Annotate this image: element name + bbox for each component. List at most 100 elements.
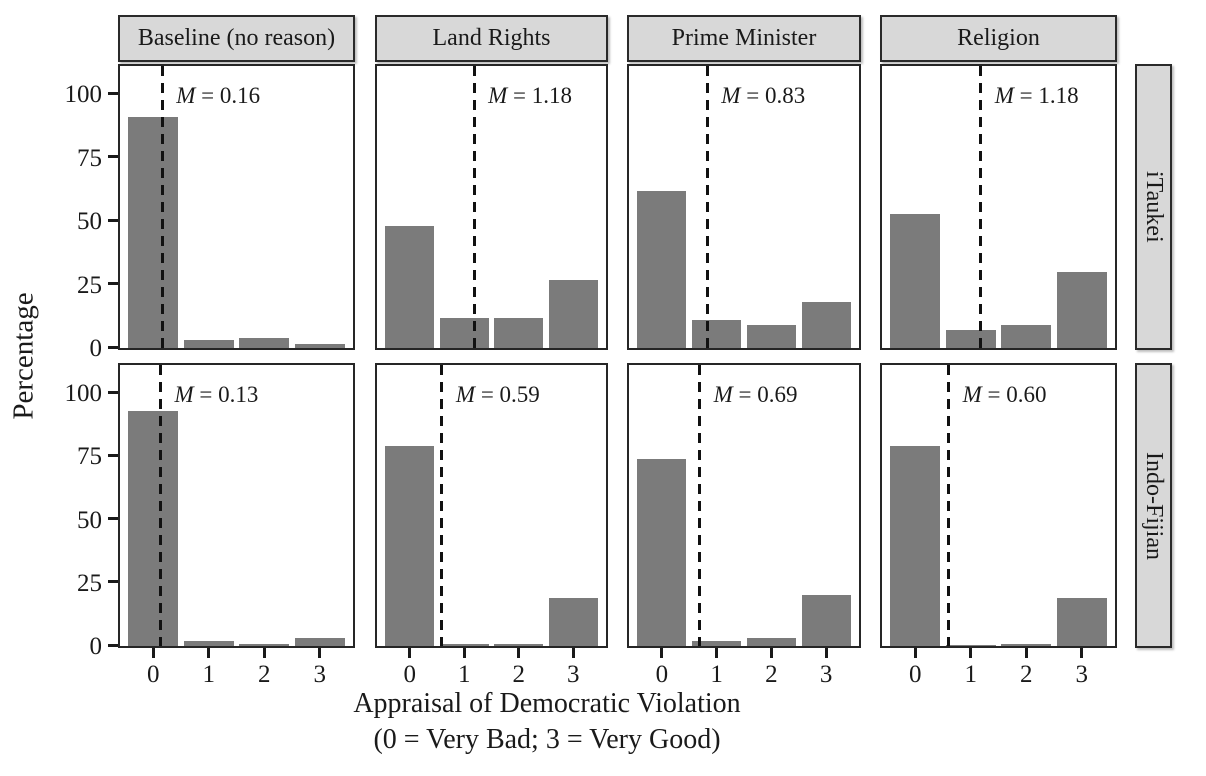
- y-axis-tick-mark: [108, 643, 118, 647]
- bar-category-2: [746, 325, 796, 348]
- x-tick-label: 1: [457, 661, 471, 688]
- bar-category-1: [183, 640, 234, 646]
- bar-category-1: [692, 640, 742, 646]
- x-axis-tick-mark: [408, 648, 412, 658]
- bar-category-2: [494, 317, 544, 348]
- x-axis-tick-mark: [824, 648, 828, 658]
- y-axis-tick-mark: [108, 282, 118, 286]
- bar-category-3: [801, 595, 851, 646]
- bar-category-0: [128, 117, 179, 348]
- bar-category-2: [239, 643, 290, 646]
- x-axis-tick-mark: [517, 648, 521, 658]
- x-axis-tick-mark: [571, 648, 575, 658]
- y-axis-tick-mark: [108, 453, 118, 457]
- x-tick-label: 2: [257, 661, 271, 688]
- facet-column-strip-label: Baseline (no reason): [137, 25, 336, 51]
- y-tick-label: 75: [77, 144, 102, 172]
- x-tick-label: 3: [313, 661, 326, 688]
- x-tick-label: 3: [1075, 661, 1088, 688]
- bar-category-1: [183, 340, 234, 348]
- mean-dashed-line: [472, 66, 476, 348]
- bar-category-2: [1001, 643, 1052, 646]
- mean-symbol: M: [713, 382, 733, 407]
- x-axis-tick-mark: [660, 648, 664, 658]
- x-tick-label: 0: [909, 661, 922, 688]
- bar-category-2: [1001, 325, 1052, 348]
- x-axis-tick-mark: [151, 648, 155, 658]
- y-tick-label: 25: [77, 271, 102, 299]
- mean-dashed-line: [979, 66, 983, 348]
- x-axis-title-line2: (0 = Very Bad; 3 = Very Good): [373, 724, 721, 755]
- x-tick-label: 1: [964, 661, 978, 688]
- facet-column-strip-baseline-no-reason: Baseline (no reason): [118, 15, 355, 62]
- panel-itaukei-baseline-no-reason: M = 0.16: [118, 64, 355, 350]
- x-axis-tick-mark: [207, 648, 211, 658]
- bar-category-2: [239, 337, 290, 348]
- bar-category-0: [385, 446, 435, 646]
- facet-row-strip-label: Indo-Fijian: [1141, 451, 1167, 560]
- x-tick-label: 0: [655, 661, 669, 688]
- bar-category-3: [294, 344, 345, 348]
- bar-category-3: [1056, 271, 1107, 348]
- bar-category-3: [1056, 597, 1107, 646]
- mean-label: M = 1.18: [488, 83, 572, 108]
- x-axis-tick-mark: [462, 648, 466, 658]
- x-axis-tick-mark: [715, 648, 719, 658]
- facet-column-strip-prime-minister: Prime Minister: [627, 15, 861, 62]
- panel-indo-fijian-land-rights: M = 0.59: [375, 363, 608, 648]
- mean-dashed-line: [159, 365, 162, 646]
- bar-category-3: [801, 302, 851, 348]
- x-axis-tick-mark: [913, 648, 917, 658]
- mean-label: M = 0.60: [962, 382, 1047, 407]
- mean-label: M = 0.13: [174, 382, 259, 407]
- facet-row-strip-label: iTaukei: [1141, 171, 1167, 243]
- mean-dashed-line: [440, 365, 444, 646]
- bar-category-1: [439, 317, 489, 348]
- facet-column-strip-religion: Religion: [880, 15, 1117, 62]
- y-tick-label: 0: [89, 335, 103, 362]
- y-tick-label: 75: [77, 443, 102, 471]
- y-axis-tick-mark: [108, 517, 118, 520]
- mean-dashed-line: [160, 66, 164, 348]
- mean-symbol: M: [962, 382, 982, 407]
- panel-itaukei-land-rights: M = 1.18: [375, 64, 608, 350]
- bar-category-3: [294, 638, 345, 646]
- x-axis-tick-mark: [1080, 648, 1084, 658]
- y-tick-label: 0: [89, 633, 103, 660]
- bar-category-0: [637, 190, 687, 348]
- panel-itaukei-prime-minister: M = 0.83: [627, 64, 861, 350]
- bar-category-3: [548, 279, 598, 348]
- bar-category-1: [945, 644, 996, 646]
- facet-column-strip-land-rights: Land Rights: [375, 15, 608, 62]
- y-tick-label: 50: [77, 506, 102, 534]
- mean-label: M = 1.18: [994, 83, 1079, 108]
- mean-label: M = 0.83: [721, 83, 806, 108]
- panel-indo-fijian-religion: M = 0.60: [880, 363, 1117, 648]
- bar-category-0: [128, 410, 179, 646]
- bar-category-1: [945, 330, 996, 348]
- bar-category-2: [494, 643, 544, 646]
- mean-symbol: M: [994, 83, 1014, 108]
- y-tick-label: 50: [77, 208, 102, 236]
- mean-dashed-line: [698, 365, 702, 646]
- x-tick-label: 2: [1019, 661, 1033, 688]
- mean-symbol: M: [174, 382, 194, 407]
- panel-itaukei-religion: M = 1.18: [880, 64, 1117, 350]
- mean-label: M = 0.69: [713, 382, 798, 407]
- y-tick-label: 25: [77, 569, 102, 597]
- x-tick-label: 1: [202, 661, 216, 688]
- x-axis-tick-mark: [318, 648, 322, 658]
- facet-row-strip-itaukei: iTaukei: [1135, 64, 1172, 350]
- mean-symbol: M: [176, 83, 196, 108]
- y-axis-tick-mark: [108, 390, 118, 394]
- x-axis-tick-mark: [1024, 648, 1028, 658]
- x-tick-label: 3: [567, 661, 580, 688]
- mean-symbol: M: [488, 83, 508, 108]
- y-axis-tick-mark: [108, 91, 118, 95]
- y-axis-tick-mark: [108, 218, 118, 222]
- facet-column-strip-label: Land Rights: [432, 25, 551, 51]
- panel-indo-fijian-baseline-no-reason: M = 0.13: [118, 363, 355, 648]
- bar-category-3: [548, 597, 598, 646]
- x-axis-title-line1: Appraisal of Democratic Violation: [353, 688, 741, 719]
